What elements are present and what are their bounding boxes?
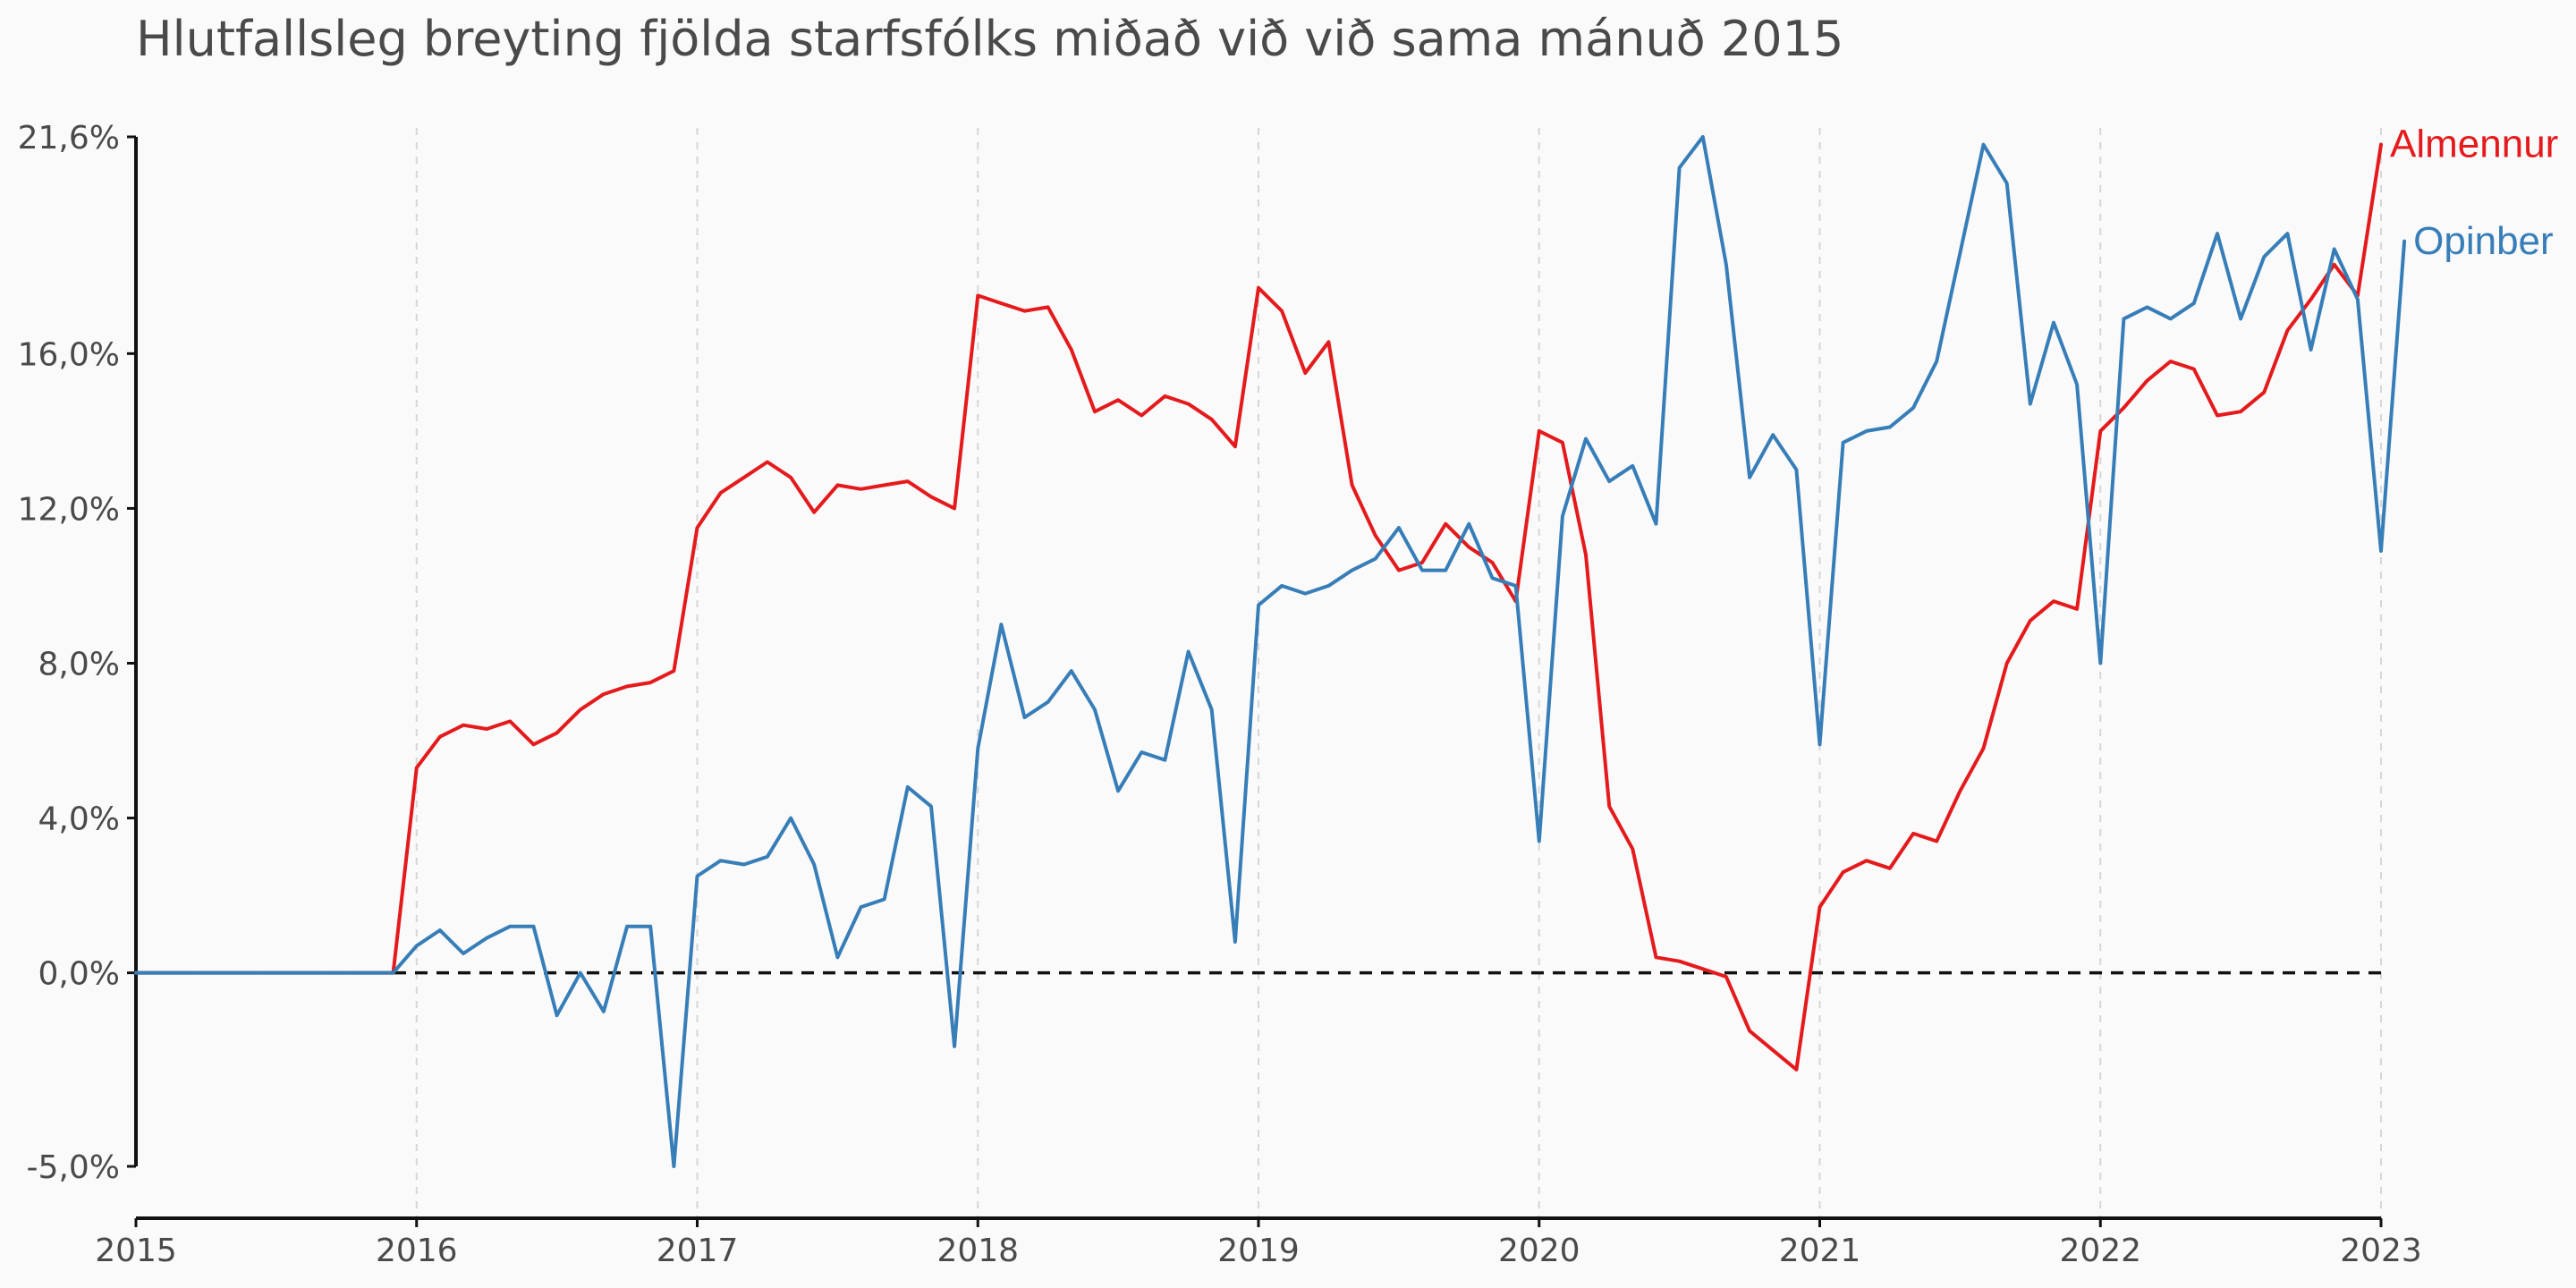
- series-line-almennur: [134, 142, 2383, 1072]
- x-tick-label: 2021: [1779, 1233, 1861, 1269]
- x-tick-label: 2015: [95, 1233, 177, 1269]
- y-tick-label: 8,0%: [38, 646, 120, 682]
- y-tick-label: 0,0%: [38, 956, 120, 993]
- y-tick-label: 21,6%: [18, 120, 120, 157]
- vertical-gridlines: [415, 128, 2382, 1218]
- series-label-opinber: Opinber: [2413, 219, 2554, 263]
- series-label-almennur: Almennur: [2390, 123, 2558, 166]
- x-tick-label: 2019: [1217, 1233, 1300, 1269]
- x-tick-label: 2017: [657, 1233, 739, 1269]
- y-tick-label: 16,0%: [18, 336, 120, 373]
- y-tick-label: 12,0%: [18, 491, 120, 528]
- y-tick-label: 4,0%: [38, 801, 120, 838]
- x-axis-ticks: 2015 2016 2017 2018 2019 2020 2021 2022 2023: [95, 1218, 2422, 1269]
- y-tick-label: -5,0%: [27, 1149, 120, 1186]
- y-axis-ticks: -5,0% 0,0% 4,0% 8,0% 12,0% 16,0% 21,6%: [18, 120, 136, 1186]
- chart-title: Hlutfallsleg breyting fjölda starfsfólks…: [136, 11, 1843, 67]
- x-tick-label: 2016: [376, 1233, 458, 1269]
- series-line-opinber: [134, 135, 2407, 1168]
- series-lines: [134, 135, 2407, 1168]
- series-labels: Almennur Opinber: [2390, 123, 2558, 263]
- x-tick-label: 2020: [1498, 1233, 1580, 1269]
- x-tick-label: 2023: [2340, 1233, 2422, 1269]
- x-tick-label: 2022: [2059, 1233, 2141, 1269]
- x-tick-label: 2018: [936, 1233, 1019, 1269]
